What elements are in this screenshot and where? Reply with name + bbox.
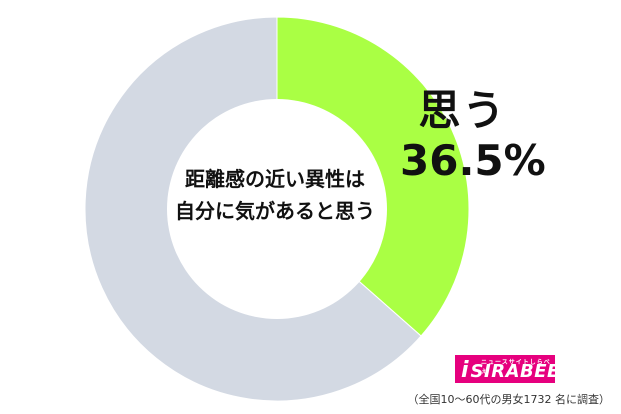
logo-i-mark: i	[461, 358, 469, 383]
logo-tagline: ニュースサイトしらべぇ	[481, 359, 551, 375]
center-label-line-1: 距離感の近い異性は	[185, 167, 365, 191]
survey-footnote: （全国10〜60代の男女1732 名に調査）	[407, 393, 610, 406]
slice-label-omou: 思う 36.5%	[400, 86, 546, 186]
donut-hole	[167, 99, 387, 319]
slice-label-name: 思う	[418, 86, 507, 135]
center-label: 距離感の近い異性は 自分に気があると思う	[150, 163, 400, 227]
center-label-line-2: 自分に気があると思う	[175, 199, 375, 223]
slice-label-percent: 36.5%	[400, 136, 546, 185]
logo-wordmark: SIRABEE	[470, 361, 560, 382]
sirabee-logo: ニュースサイトしらべぇ i SIRABEE	[455, 355, 559, 383]
